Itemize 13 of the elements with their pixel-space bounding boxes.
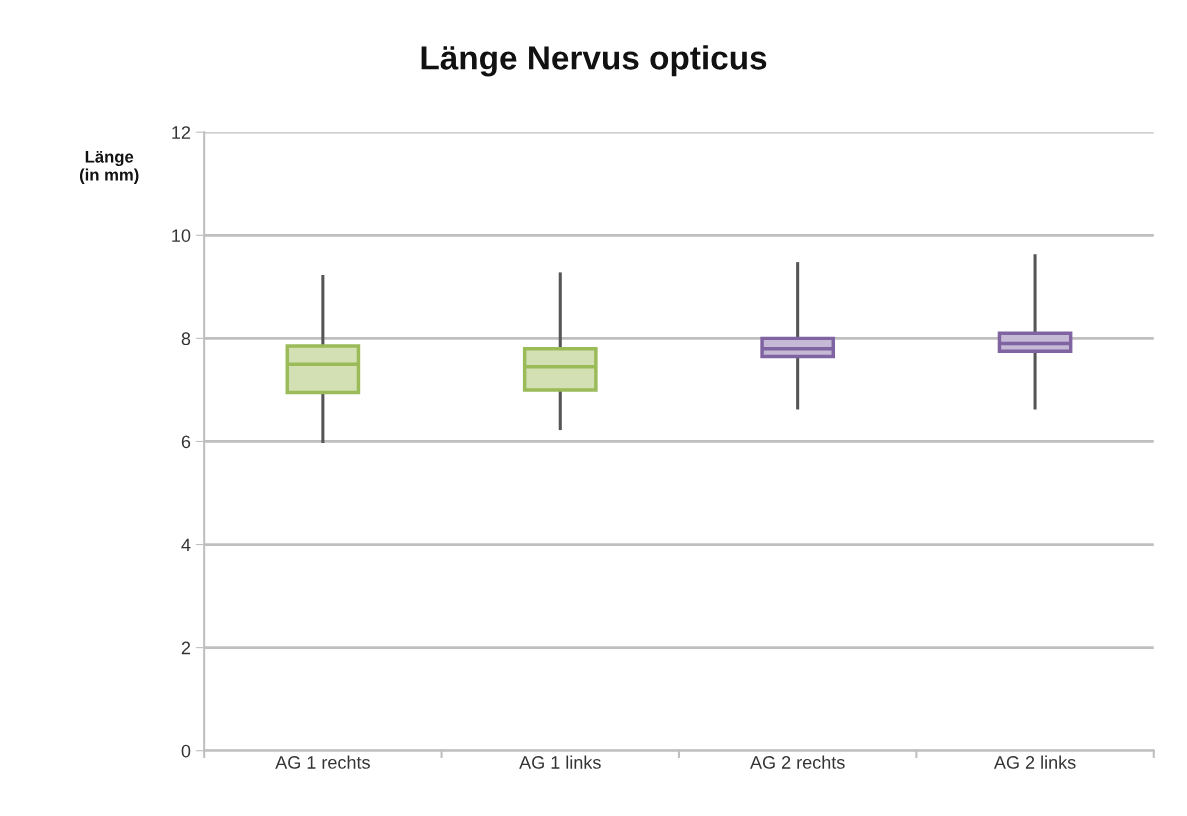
- y-axis-title: Länge (in mm): [79, 151, 139, 185]
- y-tick-label: 12: [172, 126, 191, 139]
- y-tick-label: 2: [181, 641, 191, 655]
- y-tick-label: 8: [181, 332, 191, 346]
- x-tick-label: AG 2 links: [993, 755, 1076, 769]
- x-tick-label: AG 1 links: [519, 755, 601, 769]
- y-tick-label: 4: [181, 538, 191, 552]
- chart-title: Länge Nervus opticus: [421, 45, 767, 77]
- y-tick-label: 0: [181, 744, 191, 758]
- y-tick-label: 10: [172, 229, 191, 242]
- y-tick-label: 6: [181, 435, 191, 449]
- x-tick-label: AG 2 rechts: [750, 755, 845, 769]
- x-tick-label: AG 1 rechts: [275, 755, 370, 769]
